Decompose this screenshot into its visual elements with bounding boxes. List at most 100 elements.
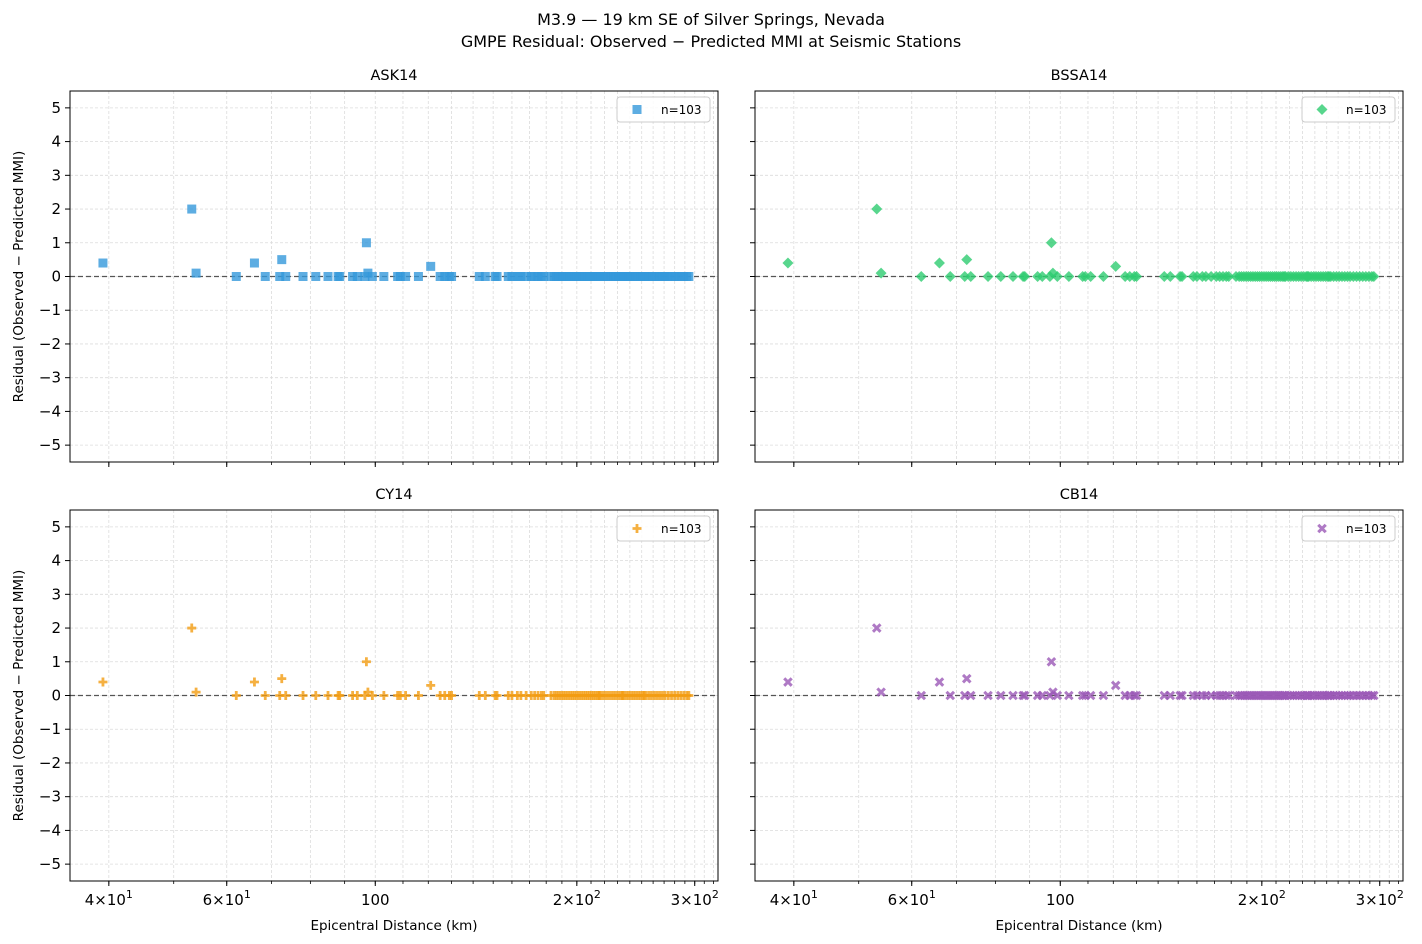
data-point xyxy=(1176,271,1188,282)
legend: n=103 xyxy=(616,96,711,123)
data-point xyxy=(1098,690,1109,701)
data-point xyxy=(934,677,945,687)
data-point xyxy=(1223,690,1234,701)
data-point xyxy=(1064,690,1074,701)
x-tick-label: 2×102 xyxy=(1238,888,1286,909)
data-point xyxy=(521,272,531,281)
panel-ask14: −5 −4 −3 −2 −1 0 1 2 3 4 5 ASK14 Residual (Observed … xyxy=(11,68,719,467)
data-point xyxy=(1323,271,1335,282)
data-point xyxy=(944,271,956,282)
data-point xyxy=(492,272,502,281)
legend-label: n=103 xyxy=(661,522,702,536)
data-point xyxy=(401,272,411,281)
y-tick-label: 3 xyxy=(51,166,61,184)
legend: n=103 xyxy=(616,515,711,542)
data-point xyxy=(617,691,627,700)
data-point xyxy=(539,272,549,281)
x-tick-label: 6×101 xyxy=(203,888,251,909)
data-point xyxy=(1205,271,1217,282)
data-point xyxy=(1046,656,1057,667)
data-point xyxy=(1369,690,1379,701)
data-point xyxy=(1129,690,1140,701)
data-point xyxy=(395,691,405,700)
data-point xyxy=(323,691,333,700)
data-point xyxy=(1223,271,1235,282)
data-point xyxy=(474,691,484,700)
data-point xyxy=(1324,690,1334,701)
data-point xyxy=(871,623,882,633)
data-point xyxy=(367,691,377,700)
data-point xyxy=(1019,271,1031,282)
legend-marker xyxy=(632,105,642,114)
data-point xyxy=(361,657,371,667)
data-point xyxy=(98,258,108,268)
data-point xyxy=(413,272,423,281)
data-point xyxy=(1008,690,1018,701)
data-point xyxy=(1131,690,1142,701)
data-point xyxy=(311,691,321,700)
data-point xyxy=(875,267,887,279)
data-point xyxy=(379,691,389,700)
data-point xyxy=(945,690,956,701)
data-point xyxy=(187,623,197,633)
data-point xyxy=(335,691,345,700)
data-point xyxy=(995,690,1006,701)
data-point xyxy=(1037,690,1048,701)
data-point xyxy=(933,257,945,269)
data-point xyxy=(1301,271,1313,282)
data-point xyxy=(395,272,405,281)
data-point xyxy=(323,272,333,281)
legend-marker xyxy=(1317,523,1327,534)
data-point xyxy=(1110,260,1122,272)
data-point xyxy=(379,272,389,281)
data-point xyxy=(1302,690,1313,701)
data-point xyxy=(1085,690,1096,701)
data-point xyxy=(275,272,285,281)
data-point xyxy=(995,271,1007,282)
data-point xyxy=(361,238,371,248)
data-point xyxy=(191,268,201,278)
panel-title: ASK14 xyxy=(370,68,417,84)
data-point xyxy=(594,272,604,281)
y-tick-label: 1 xyxy=(51,653,61,671)
y-tick-label: 0 xyxy=(51,268,61,286)
data-point xyxy=(440,272,450,281)
data-point xyxy=(684,272,694,281)
y-tick-label: −2 xyxy=(39,335,61,353)
data-point xyxy=(298,272,308,281)
y-tick-label: −4 xyxy=(39,402,61,420)
data-point xyxy=(1085,271,1097,282)
data-point xyxy=(352,691,362,700)
legend-marker xyxy=(1316,104,1328,115)
y-tick-label: 1 xyxy=(51,234,61,252)
data-point xyxy=(187,204,197,214)
data-point xyxy=(507,272,517,281)
data-point xyxy=(281,272,291,281)
data-point xyxy=(1279,690,1290,701)
data-point xyxy=(311,272,321,281)
data-point xyxy=(1097,271,1109,282)
data-point xyxy=(426,261,436,271)
x-tick-label: 4×101 xyxy=(85,888,133,909)
data-point xyxy=(435,691,445,700)
y-tick-label: 2 xyxy=(51,200,61,218)
data-point xyxy=(1110,680,1121,691)
data-point xyxy=(916,690,927,701)
data-point xyxy=(277,674,287,684)
y-tick-label: 3 xyxy=(51,585,61,603)
data-point xyxy=(1036,271,1048,282)
data-point xyxy=(1007,271,1019,282)
y-tick-label: 4 xyxy=(51,133,61,151)
data-point xyxy=(440,691,450,700)
panel-title: CY14 xyxy=(375,487,412,503)
data-point xyxy=(507,691,517,700)
data-point xyxy=(249,677,259,687)
figure-title-line1: M3.9 — 19 km SE of Silver Springs, Nevad… xyxy=(537,10,885,29)
y-tick-label: 2 xyxy=(51,619,61,637)
y-tick-label: −1 xyxy=(39,720,61,738)
data-point xyxy=(1164,271,1176,282)
data-point xyxy=(1051,271,1063,282)
data-point xyxy=(360,691,370,700)
legend-label: n=103 xyxy=(1346,522,1387,536)
